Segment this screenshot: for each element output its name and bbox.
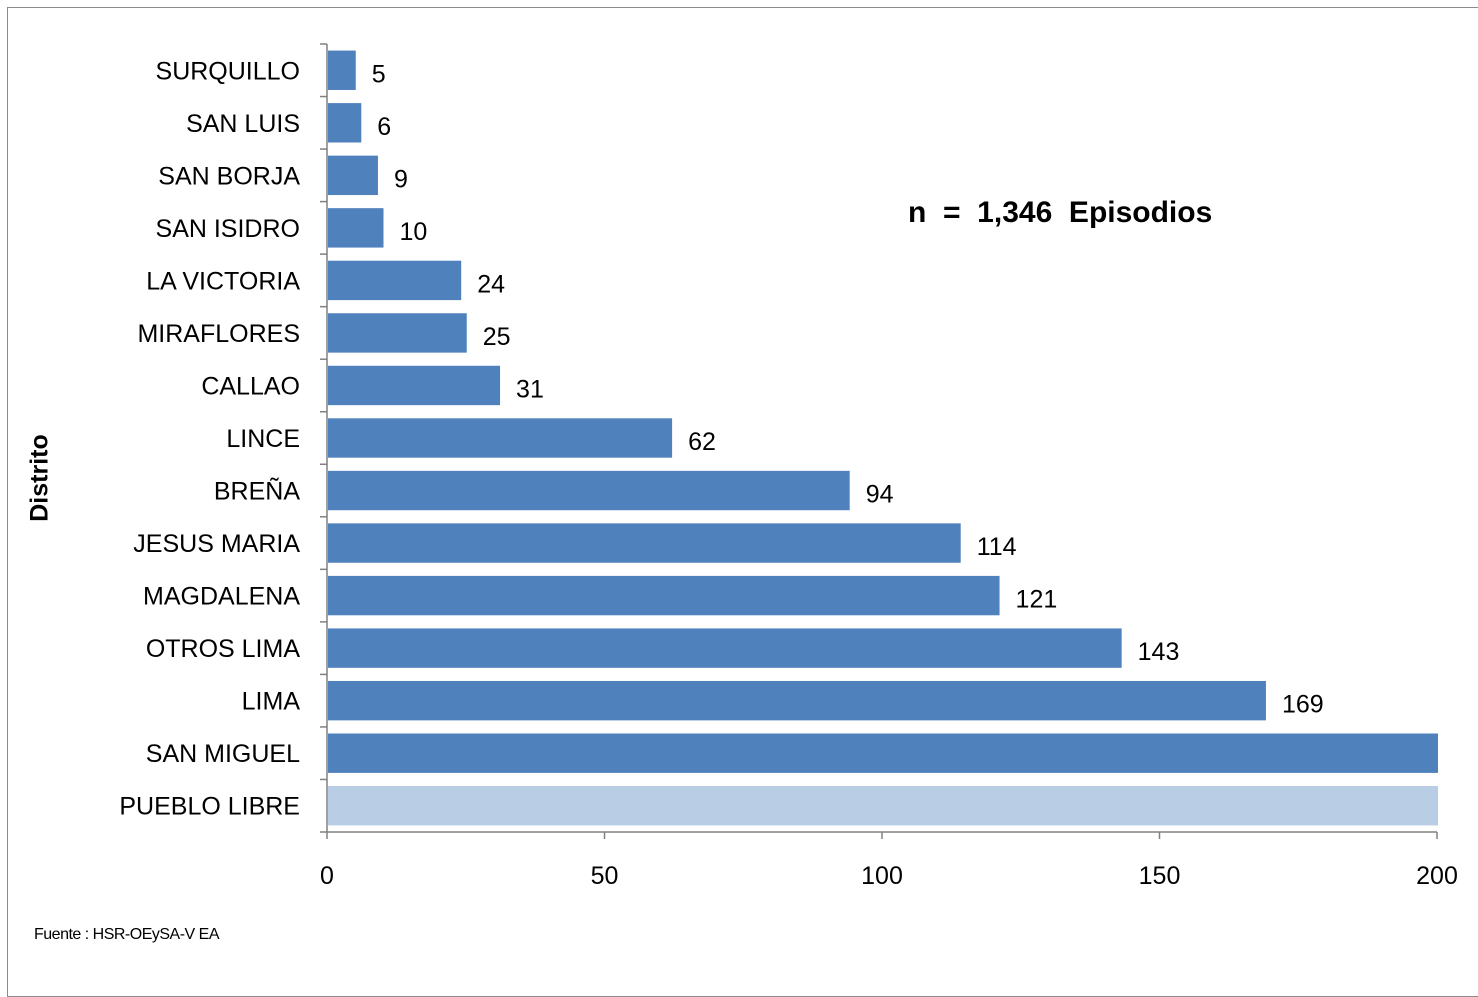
category-label: SURQUILLO: [156, 57, 300, 85]
x-tick-label: 0: [320, 862, 334, 890]
category-label: LIMA: [242, 688, 301, 716]
x-tick-label: 200: [1416, 862, 1458, 890]
value-label: 121: [1016, 586, 1058, 614]
x-tick-label: 100: [861, 862, 903, 890]
bar-miraflores: [328, 313, 467, 353]
value-label: 25: [483, 323, 511, 351]
bar-otros-lima: [328, 628, 1122, 668]
value-label: 169: [1282, 691, 1324, 719]
category-label: SAN ISIDRO: [156, 215, 300, 243]
value-label: 114: [977, 533, 1017, 561]
bar-san-borja: [328, 155, 378, 196]
category-label: SAN BORJA: [158, 162, 300, 190]
bar-san-isidro: [328, 208, 384, 248]
value-label: 9: [394, 165, 408, 193]
bar-lima: [328, 680, 1266, 721]
bar-san-miguel: [328, 733, 1438, 773]
bar-jesus-maria: [328, 523, 961, 563]
bar-lince: [328, 418, 673, 458]
category-label: SAN LUIS: [186, 110, 300, 138]
bar-la-victoria: [328, 260, 462, 301]
value-label: 5: [372, 60, 386, 88]
bar-surquillo: [328, 50, 356, 90]
category-label: LINCE: [226, 425, 300, 453]
x-tick-label: 50: [591, 862, 619, 890]
value-label: 94: [866, 481, 894, 509]
category-label: CALLAO: [201, 372, 300, 400]
category-label: PUEBLO LIBRE: [119, 793, 300, 821]
bar-san-luis: [328, 103, 362, 143]
source-note: Fuente : HSR-OEySA-V EA: [34, 926, 220, 943]
total-episodes-annotation: n = 1,346 Episodios: [908, 196, 1213, 229]
value-label: 24: [477, 270, 505, 298]
value-label: 62: [688, 428, 716, 456]
category-label: MAGDALENA: [143, 583, 300, 611]
value-label: 31: [516, 375, 544, 403]
bar-callao: [328, 365, 501, 406]
x-tick-label: 150: [1139, 862, 1181, 890]
category-label: MIRAFLORES: [137, 320, 300, 348]
bar-pueblo-libre: [328, 786, 1438, 826]
category-label: JESUS MARIA: [133, 530, 300, 558]
category-label: LA VICTORIA: [146, 267, 300, 295]
value-label: 6: [377, 113, 391, 141]
bar-breña: [328, 470, 850, 511]
category-label: OTROS LIMA: [146, 635, 301, 663]
value-label: 143: [1138, 638, 1180, 666]
value-label: 10: [400, 218, 428, 246]
category-label: BREÑA: [214, 477, 300, 506]
y-axis-label: Distrito: [25, 434, 54, 522]
bar-magdalena: [328, 575, 1000, 616]
category-label: SAN MIGUEL: [146, 740, 300, 768]
